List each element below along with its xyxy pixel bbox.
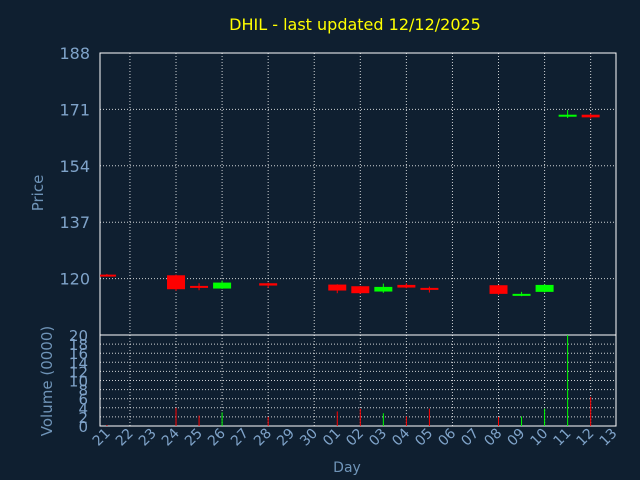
volume-tick-label: 12 — [69, 363, 88, 381]
volume-bars — [106, 335, 592, 426]
volume-tick-label: 4 — [78, 400, 88, 418]
day-axis-ticks: 21 22 23 24 25 26 27 28 29 30 01 02 03 04 05 06 07 08 09 10… — [90, 425, 621, 449]
candle-body — [397, 284, 416, 288]
candle-body — [213, 282, 232, 289]
price-tick-label: 171 — [59, 100, 90, 119]
volume-tick-label: 14 — [69, 354, 88, 372]
candle-body — [581, 114, 600, 118]
volume-axis-title: Volume (0000) — [38, 326, 56, 436]
volume-tick-label: 16 — [69, 345, 88, 363]
price-tick-label: 137 — [59, 213, 90, 232]
volume-tick-label: 2 — [78, 409, 88, 427]
price-axis-title: Price — [29, 175, 47, 212]
price-grid — [100, 52, 616, 335]
price-tick-label: 120 — [59, 270, 90, 289]
candle-body — [374, 286, 393, 292]
candle-body — [489, 285, 508, 294]
volume-tick-label: 6 — [78, 391, 88, 409]
candle-body — [420, 287, 439, 290]
candles — [100, 110, 600, 297]
x-axis-title: Day — [333, 460, 361, 476]
candle-body — [328, 284, 347, 291]
volume-tick-label: 20 — [69, 327, 88, 345]
candle-body — [167, 275, 186, 290]
chart-title: DHIL - last updated 12/12/2025 — [229, 15, 481, 34]
candle-body — [535, 284, 554, 292]
candle-body — [190, 285, 209, 288]
candle-body — [512, 293, 531, 296]
volume-tick-label: 18 — [69, 336, 88, 354]
price-tick-label: 154 — [59, 157, 90, 176]
candle-body — [100, 274, 116, 277]
price-tick-label: 188 — [59, 44, 90, 63]
volume-tick-label: 10 — [69, 373, 88, 391]
candle-body — [558, 114, 577, 117]
candle-body — [351, 286, 370, 294]
volume-tick-label: 8 — [78, 382, 88, 400]
price-axis-ticks: 188 171 154 137 120 — [59, 44, 90, 289]
volume-panel-frame — [99, 334, 617, 427]
candle-body — [259, 283, 278, 286]
volume-tick-label: 0 — [78, 418, 88, 436]
